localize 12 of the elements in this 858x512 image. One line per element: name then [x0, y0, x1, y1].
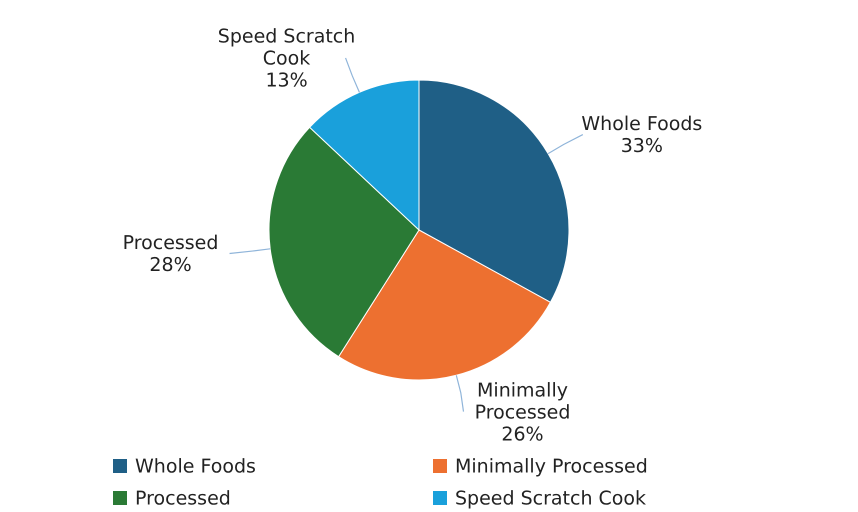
data-label: 28% [149, 254, 192, 276]
data-label: 26% [501, 423, 544, 446]
slice-label: Whole Foods [581, 113, 702, 136]
data-label: 33% [620, 135, 663, 158]
legend-label: Speed Scratch Cook [455, 488, 646, 510]
slice-label: Speed Scratch Cook [218, 26, 356, 70]
legend-label: Whole Foods [135, 456, 256, 478]
legend-label: Processed [135, 488, 231, 510]
data-label: 13% [265, 70, 308, 92]
slice-label: Minimally Processed [474, 379, 570, 424]
slice-label: Processed [122, 232, 218, 254]
legend-label: Minimally Processed [455, 456, 648, 478]
